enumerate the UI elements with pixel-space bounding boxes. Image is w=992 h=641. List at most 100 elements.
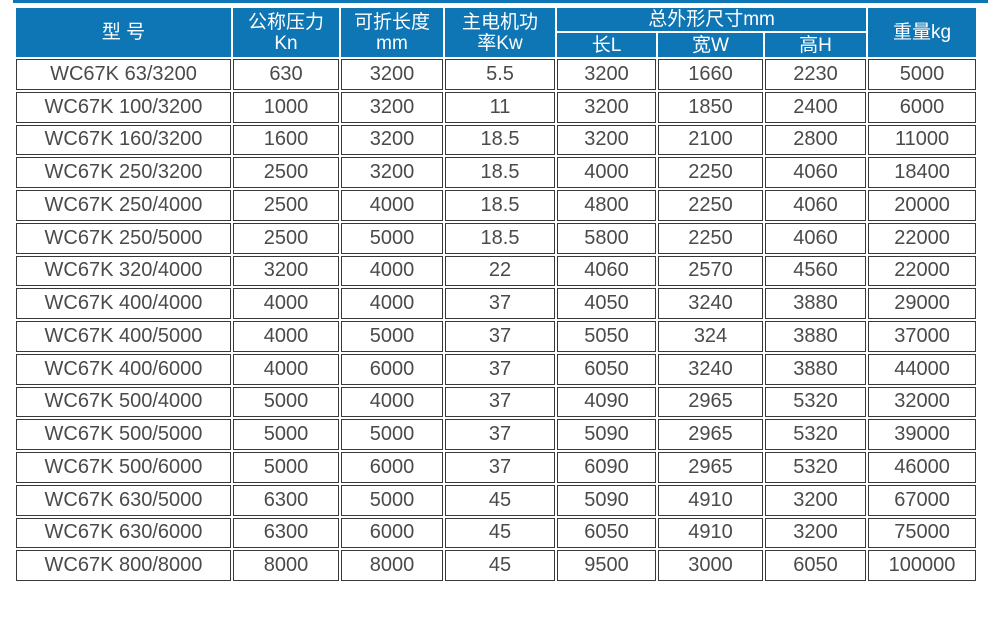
cell-length-l: 5090: [557, 419, 656, 450]
cell-width-w: 2965: [658, 386, 763, 418]
cell-pressure-kn: 6300: [233, 517, 339, 549]
cell-weight-kg: 67000: [868, 484, 977, 516]
cell-length-l: 6050: [557, 517, 656, 549]
header-fold-length-line2: mm: [376, 32, 408, 54]
cell-power-kw: 37: [445, 386, 555, 418]
cell-height-h: 2230: [765, 59, 867, 90]
cell-pressure-kn: 4000: [233, 353, 339, 385]
header-fold-length-line1: 可折长度: [353, 11, 430, 33]
cell-pressure-kn: 630: [233, 59, 339, 90]
cell-model: WC67K 320/4000: [16, 255, 231, 287]
cell-height-h: 5320: [765, 419, 867, 450]
cell-fold-mm: 6000: [341, 353, 443, 385]
cell-power-kw: 37: [445, 353, 555, 385]
cell-height-h: 3200: [765, 484, 867, 516]
cell-power-kw: 37: [445, 452, 555, 483]
cell-height-h: 4060: [765, 190, 867, 221]
cell-weight-kg: 20000: [868, 190, 977, 221]
cell-fold-mm: 5000: [341, 419, 443, 450]
cell-power-kw: 18.5: [445, 190, 555, 221]
cell-weight-kg: 5000: [868, 59, 977, 90]
cell-height-h: 6050: [765, 550, 867, 581]
cell-pressure-kn: 6300: [233, 484, 339, 516]
cell-power-kw: 45: [445, 517, 555, 549]
cell-fold-mm: 3200: [341, 91, 443, 123]
cell-weight-kg: 18400: [868, 157, 977, 188]
cell-height-h: 3880: [765, 353, 867, 385]
header-model-label: 型 号: [101, 22, 146, 43]
header-dim-width: 宽W: [658, 33, 763, 57]
header-motor-power-line2: 率Kw: [477, 32, 523, 54]
table-row: WC67K 250/5000 2500 5000 18.5 5800 2250 …: [16, 222, 977, 254]
cell-model: WC67K 250/5000: [16, 222, 231, 254]
cell-length-l: 4090: [557, 386, 656, 418]
cell-length-l: 4800: [557, 190, 656, 221]
table-row: WC67K 63/3200 630 3200 5.5 3200 1660 223…: [16, 59, 977, 90]
cell-weight-kg: 29000: [868, 288, 977, 319]
cell-height-h: 2400: [765, 91, 867, 123]
cell-power-kw: 45: [445, 484, 555, 516]
cell-model: WC67K 160/3200: [16, 124, 231, 156]
cell-weight-kg: 100000: [868, 550, 977, 581]
spec-table-header: 型 号 公称压力 Kn 可折长度 mm 主电机功 率Kw 总外形尺寸mm 重量k…: [16, 8, 977, 57]
cell-model: WC67K 250/4000: [16, 190, 231, 221]
cell-width-w: 3000: [658, 550, 763, 581]
cell-fold-mm: 5000: [341, 222, 443, 254]
top-accent-line: [13, 0, 988, 3]
cell-fold-mm: 5000: [341, 321, 443, 352]
table-row: WC67K 250/3200 2500 3200 18.5 4000 2250 …: [16, 157, 977, 188]
header-pressure-line2: Kn: [274, 32, 298, 54]
cell-weight-kg: 32000: [868, 386, 977, 418]
cell-pressure-kn: 3200: [233, 255, 339, 287]
cell-length-l: 5800: [557, 222, 656, 254]
table-row: WC67K 500/4000 5000 4000 37 4090 2965 53…: [16, 386, 977, 418]
header-motor-power: 主电机功 率Kw: [445, 8, 555, 57]
cell-fold-mm: 4000: [341, 190, 443, 221]
cell-weight-kg: 37000: [868, 321, 977, 352]
table-row: WC67K 400/6000 4000 6000 37 6050 3240 38…: [16, 353, 977, 385]
cell-pressure-kn: 5000: [233, 452, 339, 483]
cell-weight-kg: 46000: [868, 452, 977, 483]
cell-model: WC67K 500/6000: [16, 452, 231, 483]
cell-model: WC67K 500/4000: [16, 386, 231, 418]
cell-weight-kg: 75000: [868, 517, 977, 549]
cell-model: WC67K 400/6000: [16, 353, 231, 385]
header-dim-height: 高H: [765, 33, 867, 57]
header-fold-length: 可折长度 mm: [341, 8, 443, 57]
table-row: WC67K 160/3200 1600 3200 18.5 3200 2100 …: [16, 124, 977, 156]
cell-weight-kg: 39000: [868, 419, 977, 450]
cell-width-w: 3240: [658, 353, 763, 385]
cell-pressure-kn: 2500: [233, 157, 339, 188]
cell-model: WC67K 400/4000: [16, 288, 231, 319]
cell-weight-kg: 22000: [868, 255, 977, 287]
table-row: WC67K 800/8000 8000 8000 45 9500 3000 60…: [16, 550, 977, 581]
cell-model: WC67K 630/6000: [16, 517, 231, 549]
cell-power-kw: 22: [445, 255, 555, 287]
cell-weight-kg: 22000: [868, 222, 977, 254]
cell-fold-mm: 8000: [341, 550, 443, 581]
cell-width-w: 324: [658, 321, 763, 352]
cell-height-h: 4560: [765, 255, 867, 287]
cell-power-kw: 18.5: [445, 124, 555, 156]
cell-length-l: 5050: [557, 321, 656, 352]
table-row: WC67K 100/3200 1000 3200 11 3200 1850 24…: [16, 91, 977, 123]
cell-pressure-kn: 8000: [233, 550, 339, 581]
cell-height-h: 3200: [765, 517, 867, 549]
cell-length-l: 6090: [557, 452, 656, 483]
table-row: WC67K 630/6000 6300 6000 45 6050 4910 32…: [16, 517, 977, 549]
cell-width-w: 2100: [658, 124, 763, 156]
cell-model: WC67K 630/5000: [16, 484, 231, 516]
cell-height-h: 5320: [765, 452, 867, 483]
cell-height-h: 3880: [765, 321, 867, 352]
cell-power-kw: 18.5: [445, 222, 555, 254]
cell-pressure-kn: 1600: [233, 124, 339, 156]
cell-power-kw: 5.5: [445, 59, 555, 90]
cell-weight-kg: 11000: [868, 124, 977, 156]
cell-pressure-kn: 2500: [233, 190, 339, 221]
cell-fold-mm: 6000: [341, 452, 443, 483]
header-dimensions-group: 总外形尺寸mm: [557, 8, 867, 31]
cell-fold-mm: 3200: [341, 124, 443, 156]
cell-model: WC67K 800/8000: [16, 550, 231, 581]
table-row: WC67K 250/4000 2500 4000 18.5 4800 2250 …: [16, 190, 977, 221]
table-row: WC67K 320/4000 3200 4000 22 4060 2570 45…: [16, 255, 977, 287]
